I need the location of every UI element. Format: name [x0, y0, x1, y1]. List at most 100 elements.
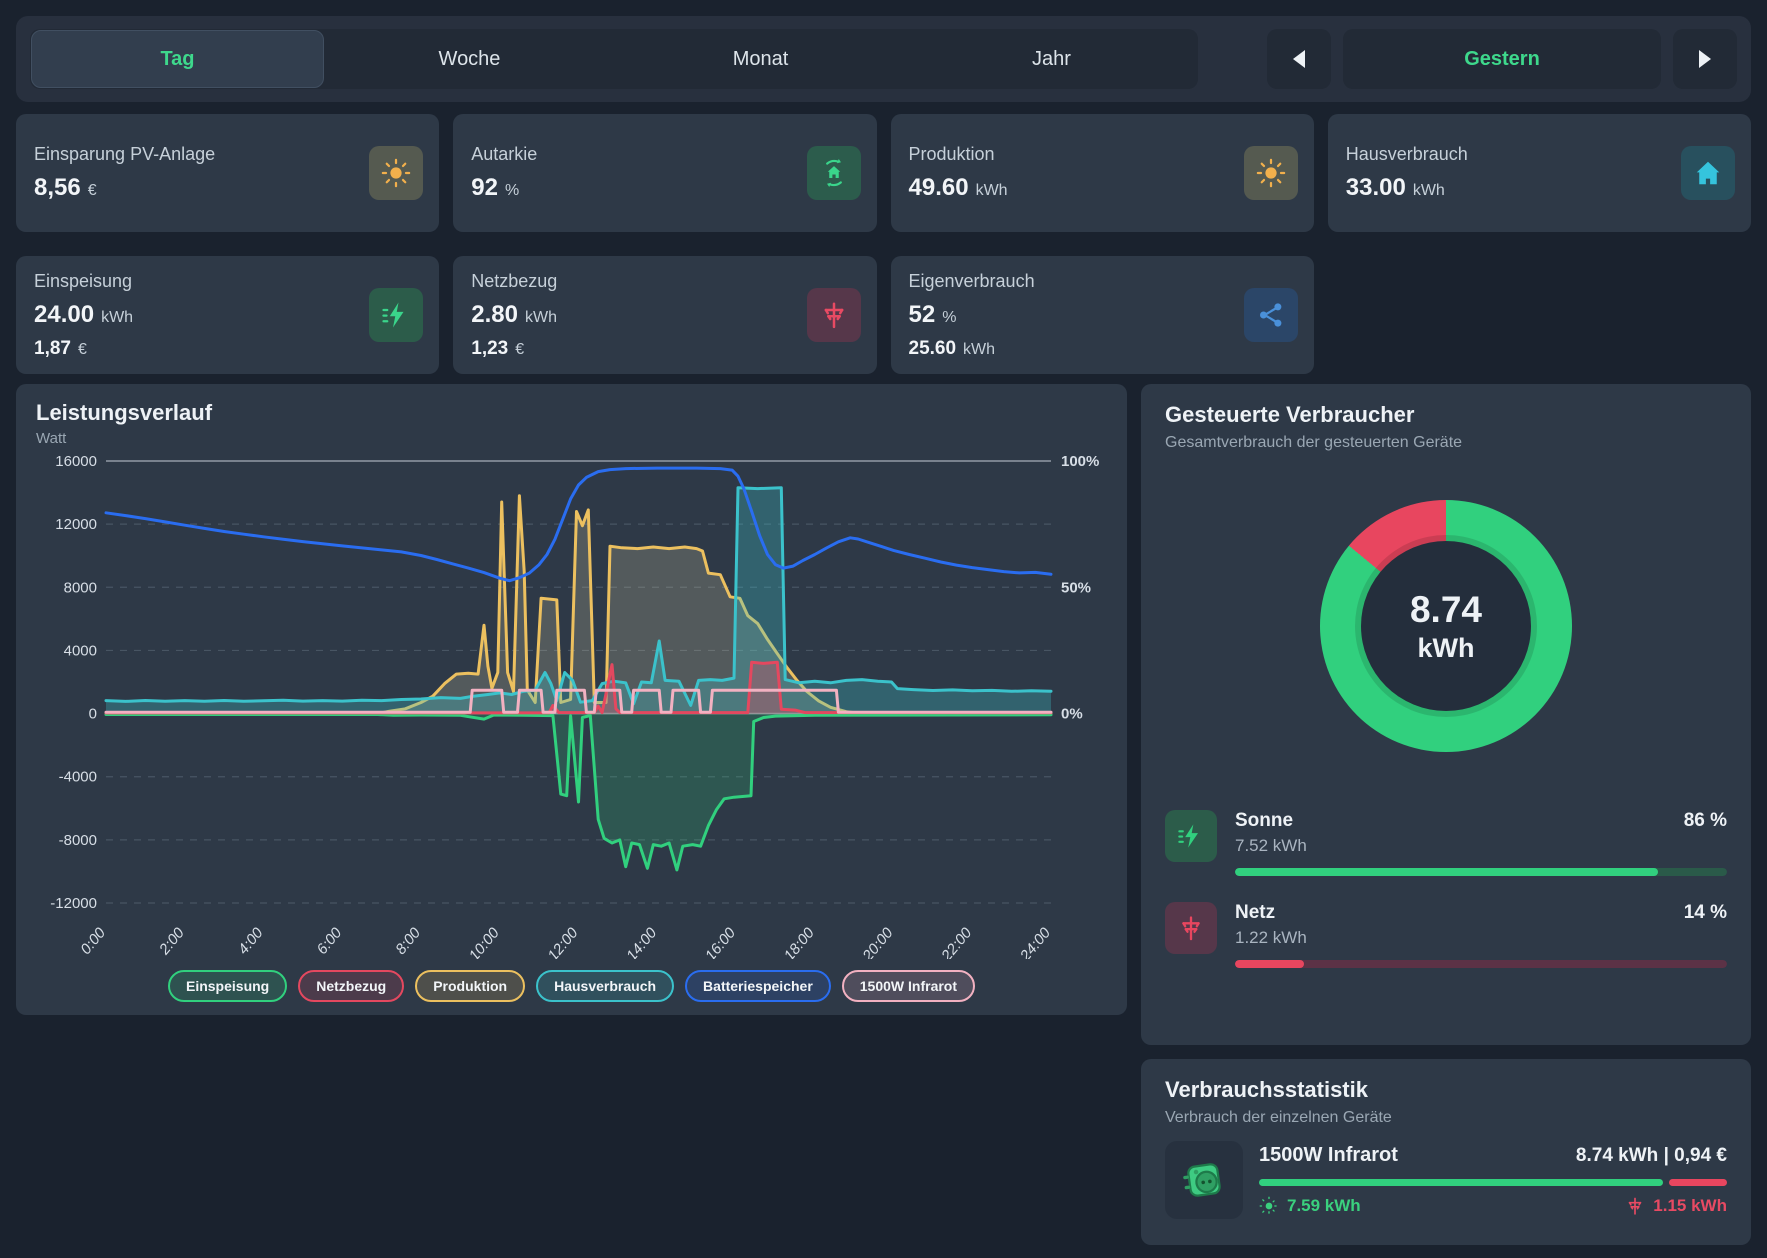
svg-text:6:00: 6:00 [314, 924, 346, 958]
card-autarkie: Autarkie 92% [453, 114, 877, 232]
device-grid-value: 1.15 kWh [1653, 1196, 1727, 1215]
netz-progress-bar [1235, 960, 1727, 968]
chevron-left-icon [1293, 50, 1305, 68]
stat-unit2: € [515, 340, 525, 358]
grid-segment [1669, 1179, 1727, 1186]
stat-unit: % [504, 182, 520, 199]
controlled-subtitle: Gesamtverbrauch der gesteuerten Geräte [1165, 434, 1463, 451]
period-tabs: Tag Woche Monat Jahr [30, 29, 1198, 89]
svg-text:20:00: 20:00 [859, 924, 897, 959]
svg-text:-12000: -12000 [50, 895, 97, 912]
svg-text:16000: 16000 [55, 453, 97, 470]
svg-text:8000: 8000 [64, 579, 97, 596]
device-name: 1500W Infrarot [1259, 1144, 1398, 1166]
stat-title: Produktion [908, 144, 995, 164]
power-pylon-icon [1629, 1197, 1642, 1215]
stat-unit: kWh [524, 308, 557, 326]
svg-text:12000: 12000 [55, 516, 97, 533]
leistungsverlauf-chart[interactable]: 16000 12000 8000 4000 0 -4000 -8000 -12000 100% 5… [36, 447, 1107, 965]
donut-total-unit: kWh [1417, 632, 1475, 663]
stat-value: 33.00 [1345, 174, 1406, 201]
stat-title: Hausverbrauch [1345, 144, 1468, 164]
date-button[interactable]: Gestern [1343, 29, 1661, 89]
stat-value: 49.60 [908, 174, 969, 201]
tab-jahr[interactable]: Jahr [906, 30, 1197, 88]
sun-icon [369, 146, 424, 200]
next-day-button[interactable] [1673, 29, 1737, 89]
house-icon [1681, 146, 1735, 200]
share-icon [1243, 288, 1298, 342]
card-einsparung-pv-anlage: Einsparung PV-Anlage 8,56 € [16, 114, 440, 232]
card-netzbezug: Netzbezug 2.80 kWh 1,23 € [453, 256, 877, 374]
house-sync-icon [806, 146, 861, 200]
stat-title: Eigenverbrauch [908, 270, 1035, 291]
stat-value2: 1,87 [34, 337, 71, 359]
legend-pill-hausverbrauch[interactable]: Hausverbrauch [536, 970, 675, 1002]
tab-woche[interactable]: Woche [324, 30, 615, 88]
tab-tag[interactable]: Tag [31, 30, 324, 88]
svg-text:0:00: 0:00 [77, 924, 109, 958]
solar-segment [1259, 1179, 1664, 1186]
smart-plug-icon [1165, 1141, 1243, 1219]
sun-icon [1259, 1196, 1279, 1216]
source-value: 1.22 kWh [1235, 928, 1307, 947]
stat-unit: kWh [1412, 182, 1445, 199]
chart-legend: Einspeisung Netzbezug Produktion Hausverbra… [36, 970, 1107, 1002]
verbrauchsstatistik-card: Verbrauchsstatistik Verbrauch der einzel… [1141, 1059, 1751, 1245]
svg-text:50%: 50% [1061, 579, 1091, 596]
gesteuerte-verbraucher-card: Gesteuerte Verbraucher Gesamtverbrauch d… [1141, 384, 1751, 1045]
chevron-right-icon [1699, 50, 1711, 68]
stat-value2: 25.60 [908, 337, 957, 359]
sun-icon [1243, 146, 1298, 200]
chart-title: Leistungsverlauf [36, 400, 213, 425]
feed-in-bolt-icon [1165, 810, 1217, 862]
legend-pill-batteriespeicher[interactable]: Batteriespeicher [685, 970, 831, 1002]
device-split-bar [1259, 1179, 1727, 1186]
chart-unit-label: Watt [36, 430, 67, 447]
svg-text:0%: 0% [1061, 706, 1083, 723]
prev-day-button[interactable] [1267, 29, 1331, 89]
sonne-progress-bar [1235, 868, 1727, 876]
stat-title: Autarkie [471, 144, 538, 164]
stat-value: 52 [908, 300, 936, 328]
leistungsverlauf-card: Leistungsverlauf Watt 16000 12000 8000 4000… [16, 384, 1127, 1015]
source-name: Sonne [1235, 810, 1294, 831]
card-produktion: Produktion 49.60 kWh [890, 114, 1314, 232]
tab-monat[interactable]: Monat [615, 30, 906, 88]
legend-pill-produktion[interactable]: Produktion [415, 970, 526, 1002]
svg-text:-8000: -8000 [59, 832, 97, 849]
stat-title: Einspeisung [34, 270, 133, 291]
card-eigenverbrauch: Eigenverbrauch 52% 25.60 kWh [890, 256, 1314, 374]
card-einspeisung: Einspeisung 24.00 kWh 1,87 € [16, 256, 440, 374]
source-percent: 14 % [1683, 902, 1727, 923]
svg-text:16:00: 16:00 [702, 924, 740, 959]
stat-value: 24.00 [34, 300, 95, 328]
power-pylon-icon [1165, 902, 1217, 954]
power-pylon-icon [806, 288, 861, 342]
stat-title: Einsparung PV-Anlage [34, 144, 216, 164]
stat-cards: Einsparung PV-Anlage 8,56 € Autarkie 92% … [16, 114, 1751, 374]
legend-pill-einspeisung[interactable]: Einspeisung [167, 970, 288, 1002]
stat-value: 92 [471, 174, 498, 201]
svg-text:22:00: 22:00 [938, 924, 976, 959]
legend-pill-netzbezug[interactable]: Netzbezug [298, 970, 405, 1002]
source-value: 7.52 kWh [1235, 836, 1307, 855]
stat-title: Netzbezug [471, 270, 558, 291]
legend-pill-1500w-infrarot[interactable]: 1500W Infrarot [841, 970, 976, 1002]
date-nav: Gestern [1267, 29, 1737, 89]
card-hausverbrauch: Hausverbrauch 33.00 kWh [1327, 114, 1751, 232]
period-toolbar: Tag Woche Monat Jahr Gestern [16, 16, 1751, 102]
svg-text:24:00: 24:00 [1016, 924, 1054, 959]
svg-text:10:00: 10:00 [466, 924, 504, 959]
svg-text:0: 0 [89, 706, 97, 723]
stat-value2: 1,23 [471, 337, 509, 359]
svg-text:8:00: 8:00 [392, 924, 424, 958]
svg-text:100%: 100% [1061, 453, 1099, 470]
svg-text:12:00: 12:00 [544, 924, 582, 959]
consumption-subtitle: Verbrauch der einzelnen Geräte [1165, 1109, 1392, 1126]
device-solar-value: 7.59 kWh [1287, 1196, 1361, 1215]
consumption-title: Verbrauchsstatistik [1165, 1077, 1368, 1102]
svg-text:14:00: 14:00 [623, 924, 661, 959]
stat-unit2: € [77, 340, 87, 358]
